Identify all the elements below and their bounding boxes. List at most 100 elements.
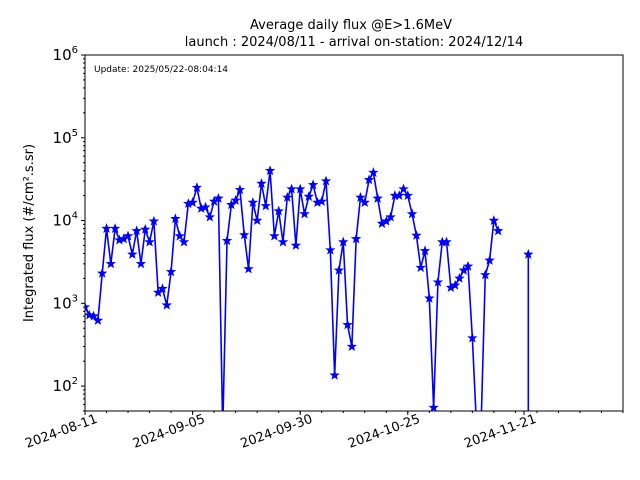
series-line bbox=[85, 169, 530, 411]
data-point bbox=[230, 194, 241, 205]
data-point bbox=[325, 244, 336, 255]
data-point bbox=[488, 215, 500, 225]
data-point bbox=[441, 236, 452, 247]
data-point bbox=[385, 211, 396, 222]
data-point bbox=[338, 236, 349, 247]
data-point bbox=[88, 310, 99, 321]
data-point bbox=[329, 369, 340, 380]
update-annotation: Update: 2025/05/22-08:04:14 bbox=[94, 65, 228, 75]
x-tick-label: 2024-11-21 bbox=[462, 412, 538, 452]
x-tick-label: 2024-08-11 bbox=[23, 412, 99, 452]
data-point bbox=[140, 224, 151, 234]
data-point bbox=[144, 236, 155, 247]
series-layer bbox=[85, 165, 534, 411]
data-point bbox=[432, 276, 444, 287]
data-point bbox=[260, 200, 271, 211]
data-point bbox=[157, 283, 168, 294]
data-point bbox=[398, 183, 409, 194]
data-point bbox=[213, 192, 224, 203]
data-point bbox=[346, 341, 358, 352]
data-point bbox=[303, 191, 314, 201]
data-point bbox=[264, 165, 276, 176]
data-point bbox=[350, 233, 362, 244]
data-point bbox=[148, 215, 160, 226]
data-point bbox=[411, 230, 422, 240]
data-point bbox=[204, 211, 216, 222]
data-point bbox=[372, 192, 383, 203]
data-point bbox=[449, 279, 461, 290]
data-point bbox=[394, 190, 405, 201]
data-point bbox=[101, 223, 112, 233]
data-point bbox=[109, 223, 121, 233]
data-point bbox=[85, 301, 91, 312]
chart-subtitle: launch : 2024/08/11 - arrival on-station… bbox=[185, 35, 523, 50]
data-point bbox=[191, 182, 203, 193]
data-point bbox=[243, 263, 254, 274]
y-axis-label: Integrated flux (#/cm².s.sr) bbox=[22, 144, 37, 322]
data-point bbox=[282, 192, 293, 202]
data-point bbox=[251, 215, 263, 225]
data-point bbox=[105, 258, 117, 269]
data-point bbox=[492, 225, 504, 236]
data-point bbox=[428, 402, 439, 411]
y-tick-label: 105 bbox=[53, 128, 78, 147]
data-point bbox=[178, 236, 190, 247]
data-point bbox=[307, 179, 319, 190]
y-tick-label: 106 bbox=[53, 45, 78, 64]
data-point bbox=[165, 266, 177, 277]
data-point bbox=[480, 269, 491, 280]
data-point bbox=[316, 196, 327, 206]
data-point bbox=[419, 245, 431, 256]
x-tick-label: 2024-10-25 bbox=[346, 412, 422, 452]
data-point bbox=[333, 264, 345, 275]
data-point bbox=[247, 197, 259, 207]
data-point bbox=[320, 175, 332, 186]
x-axis: 2024-08-11 2024-09-05 2024-09-30 2024-10-25… bbox=[23, 411, 624, 452]
y-tick-label: 104 bbox=[53, 211, 78, 230]
y-axis: 102 103 104 105 106 bbox=[53, 45, 85, 412]
data-point bbox=[355, 192, 366, 202]
data-point bbox=[454, 272, 465, 283]
y-tick-label: 103 bbox=[53, 293, 78, 312]
data-point bbox=[239, 229, 250, 240]
data-point bbox=[402, 190, 413, 201]
data-point bbox=[299, 208, 310, 219]
data-point bbox=[170, 213, 181, 224]
data-point bbox=[161, 299, 172, 310]
data-point bbox=[484, 254, 495, 265]
data-point bbox=[92, 315, 104, 325]
data-point bbox=[406, 208, 418, 219]
data-point bbox=[234, 184, 246, 195]
chart-title: Average daily flux @E>1.6MeV bbox=[250, 18, 452, 33]
data-point bbox=[256, 178, 267, 188]
data-point bbox=[368, 167, 379, 177]
data-point bbox=[415, 262, 426, 273]
data-point bbox=[273, 205, 284, 216]
data-point bbox=[424, 292, 435, 303]
data-point bbox=[131, 225, 142, 236]
data-point bbox=[277, 236, 289, 247]
data-point bbox=[462, 260, 474, 271]
x-tick-label: 2024-09-05 bbox=[131, 412, 207, 452]
x-tick-label: 2024-09-30 bbox=[239, 412, 315, 452]
data-point bbox=[359, 197, 370, 207]
data-point bbox=[122, 230, 134, 241]
data-point bbox=[467, 332, 478, 343]
data-point bbox=[127, 248, 138, 259]
data-point bbox=[187, 197, 198, 207]
data-point bbox=[174, 230, 185, 241]
data-point bbox=[523, 248, 534, 259]
data-point bbox=[286, 183, 297, 194]
series-markers bbox=[85, 165, 534, 411]
data-point bbox=[363, 174, 375, 185]
data-point bbox=[290, 240, 302, 250]
data-point bbox=[221, 235, 233, 246]
data-point bbox=[342, 319, 353, 330]
data-point bbox=[97, 267, 108, 278]
plot-frame bbox=[84, 54, 624, 412]
data-point bbox=[269, 230, 280, 241]
data-point bbox=[295, 183, 306, 194]
data-point bbox=[200, 201, 211, 212]
y-tick-label: 102 bbox=[53, 376, 78, 395]
